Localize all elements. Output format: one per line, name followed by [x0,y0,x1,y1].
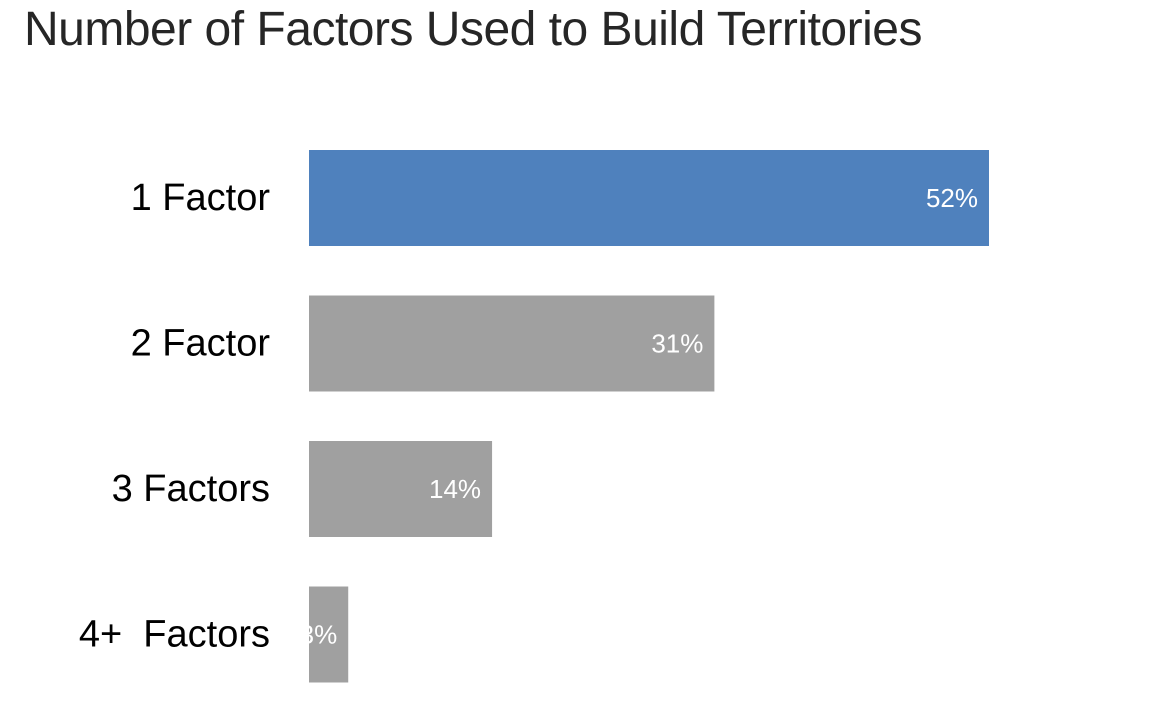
category-label-3: 3 Factors [112,468,270,510]
bar-4 [309,586,349,683]
data-label-3: 14% [429,474,481,504]
chart-title: Number of Factors Used to Build Territor… [24,3,922,56]
data-label-4: 3% [300,620,338,650]
bar-1 [309,150,989,246]
bar-2 [309,295,715,392]
category-label-1: 1 Factor [131,177,271,219]
data-label-2: 31% [651,329,703,359]
category-label-4: 4+ Factors [79,614,270,656]
bar-3 [309,441,493,537]
data-label-1: 52% [926,183,978,213]
category-label-2: 2 Factor [131,323,271,365]
